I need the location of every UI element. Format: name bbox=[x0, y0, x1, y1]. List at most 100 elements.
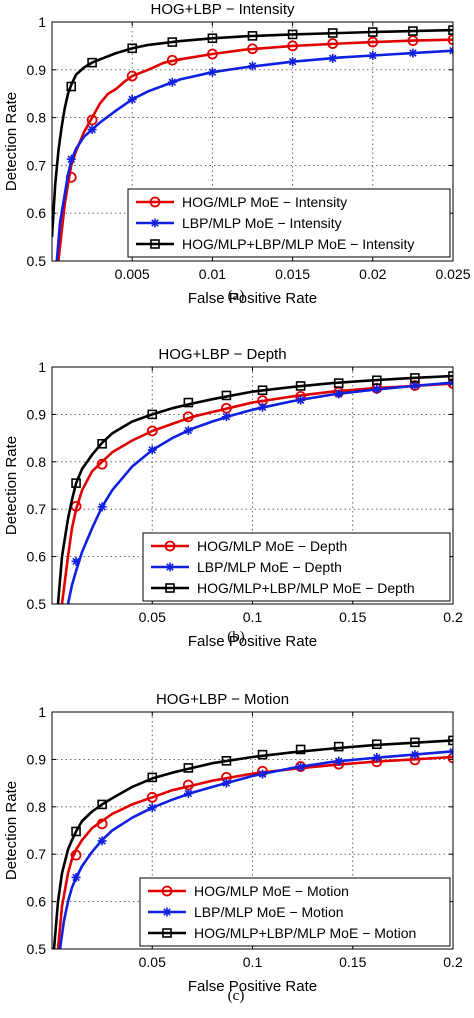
data-point bbox=[327, 38, 339, 49]
data-point bbox=[71, 826, 81, 837]
data-point bbox=[127, 43, 137, 54]
data-point bbox=[87, 57, 97, 68]
series-line bbox=[56, 374, 453, 604]
series-0 bbox=[57, 34, 453, 261]
data-point bbox=[447, 34, 453, 46]
data-point bbox=[66, 81, 77, 92]
data-point bbox=[183, 397, 194, 408]
data-point bbox=[167, 77, 177, 87]
data-point bbox=[296, 395, 306, 405]
series-2 bbox=[52, 25, 453, 238]
series-2 bbox=[52, 735, 453, 949]
data-point bbox=[182, 411, 194, 423]
data-point bbox=[66, 154, 76, 164]
x-tick-label: 0.015 bbox=[275, 266, 310, 282]
data-point bbox=[410, 380, 420, 390]
data-point bbox=[221, 756, 232, 766]
legend-marker bbox=[149, 196, 161, 208]
data-point bbox=[287, 40, 299, 52]
data-point bbox=[372, 375, 382, 386]
y-axis-label: Detection Rate bbox=[3, 92, 20, 191]
data-point bbox=[166, 54, 178, 66]
legend: HOG/MLP MoE − Depth LBP/MLP MoE − Depth HO… bbox=[142, 532, 451, 602]
panel-caption: (a) bbox=[228, 288, 245, 304]
y-tick-label: 0.6 bbox=[27, 549, 47, 565]
x-tick-label: 0.15 bbox=[339, 609, 366, 625]
legend: HOG/MLP MoE − Intensity LBP/MLP MoE − Int… bbox=[127, 188, 451, 258]
data-point bbox=[328, 53, 338, 63]
data-point bbox=[87, 125, 97, 135]
legend-box bbox=[139, 877, 451, 947]
data-point bbox=[167, 37, 178, 47]
legend-label: HOG/MLP+LBP/MLP MoE − Motion bbox=[194, 925, 416, 941]
data-point bbox=[248, 61, 257, 71]
series-1 bbox=[58, 747, 453, 949]
legend-marker bbox=[150, 239, 160, 249]
x-tick-label: 0.1 bbox=[243, 954, 263, 970]
data-point bbox=[408, 48, 418, 58]
series-0 bbox=[56, 752, 453, 949]
data-point bbox=[333, 741, 344, 752]
y-axis-label: Detection Rate bbox=[3, 436, 20, 535]
data-point bbox=[147, 803, 157, 813]
legend: HOG/MLP MoE − Motion LBP/MLP MoE − Motion… bbox=[139, 877, 451, 947]
y-tick-label: 0.5 bbox=[27, 253, 47, 269]
data-point bbox=[258, 402, 268, 412]
legend-box bbox=[142, 532, 451, 602]
data-point bbox=[183, 789, 193, 799]
data-point bbox=[97, 799, 107, 810]
data-point bbox=[295, 381, 306, 391]
data-point bbox=[86, 114, 98, 126]
y-tick-label: 0.9 bbox=[27, 406, 47, 422]
data-point bbox=[221, 778, 231, 788]
y-tick-label: 0.8 bbox=[27, 454, 47, 470]
data-point bbox=[127, 94, 137, 104]
data-point bbox=[367, 36, 379, 48]
legend-box bbox=[127, 188, 451, 258]
x-tick-label: 0.025 bbox=[435, 266, 470, 282]
y-tick-label: 0.8 bbox=[27, 799, 47, 815]
series-line bbox=[60, 382, 453, 604]
series-line bbox=[58, 750, 453, 949]
data-point bbox=[372, 384, 382, 394]
x-tick-label: 0.15 bbox=[339, 954, 366, 970]
y-tick-label: 0.6 bbox=[27, 894, 47, 910]
legend-marker bbox=[162, 907, 172, 917]
legend-label: HOG/MLP MoE − Motion bbox=[194, 883, 349, 899]
data-point bbox=[368, 50, 378, 60]
data-point bbox=[410, 750, 420, 760]
data-point bbox=[258, 769, 268, 779]
y-tick-label: 1 bbox=[38, 14, 46, 30]
data-point bbox=[288, 57, 298, 67]
data-point bbox=[207, 33, 218, 44]
x-tick-label: 0.005 bbox=[115, 266, 150, 282]
legend-label: LBP/MLP MoE − Intensity bbox=[182, 215, 342, 231]
panel-caption: (c) bbox=[228, 988, 245, 1004]
data-point bbox=[407, 35, 419, 47]
chart-title: HOG+LBP − Intensity bbox=[151, 1, 295, 18]
legend-marker bbox=[164, 540, 176, 552]
data-point bbox=[448, 371, 453, 381]
data-point bbox=[247, 43, 258, 55]
data-point bbox=[296, 762, 306, 772]
y-tick-label: 0.7 bbox=[27, 846, 47, 862]
data-point bbox=[126, 70, 138, 82]
data-point bbox=[295, 744, 306, 755]
data-point bbox=[206, 48, 218, 60]
y-tick-label: 0.9 bbox=[27, 62, 47, 78]
data-point bbox=[287, 29, 298, 40]
data-point bbox=[183, 763, 194, 773]
y-tick-label: 1 bbox=[38, 359, 46, 375]
series-line bbox=[57, 38, 453, 261]
data-point bbox=[207, 67, 217, 77]
data-point bbox=[334, 389, 344, 399]
y-tick-label: 1 bbox=[38, 704, 46, 720]
series-line bbox=[52, 739, 453, 949]
legend-label: LBP/MLP MoE − Depth bbox=[197, 559, 342, 575]
data-point bbox=[96, 458, 108, 470]
data-point bbox=[372, 739, 382, 750]
chart-panel-1: 0.05 0.1 0.15 0.2 0.5 0.6 0.7 0.8 0.9 1 HOG+LBP − … bbox=[3, 346, 463, 650]
data-point bbox=[334, 756, 344, 766]
legend-label: LBP/MLP MoE − Motion bbox=[194, 904, 344, 920]
